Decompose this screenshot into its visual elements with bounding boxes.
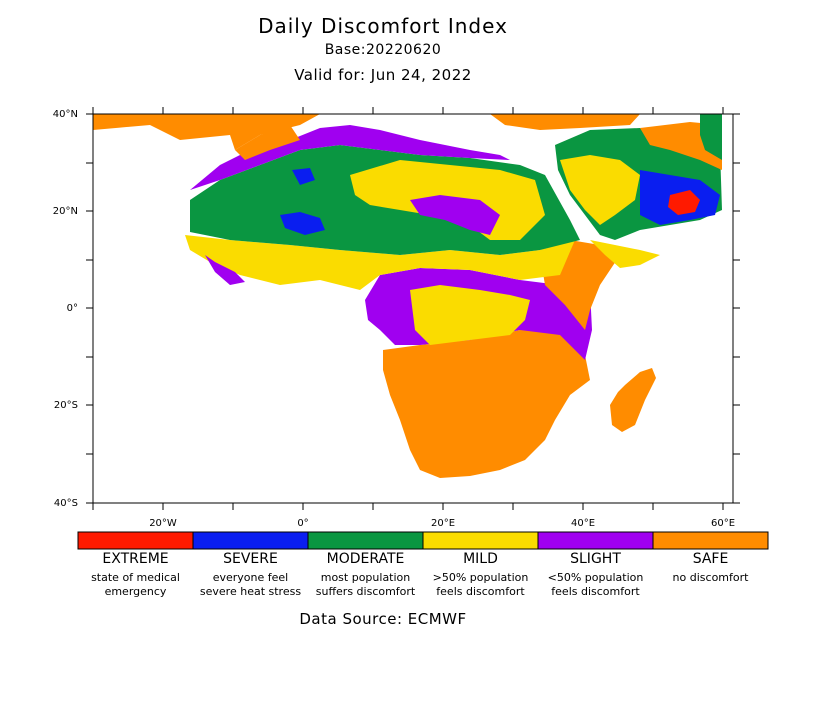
region-safe-europe (93, 114, 320, 150)
legend-description-extreme: state of medical emergency (91, 571, 180, 598)
region-mild-arabia (560, 155, 640, 225)
region-safe-europe-east (490, 114, 640, 130)
region-mild-horn (590, 240, 660, 268)
lat-axis: 40°N 20°N 0° 20°S 40°S (53, 109, 78, 509)
lat-label: 40°N (53, 109, 78, 120)
legend-swatch-slight (537, 531, 654, 550)
lon-label: 0° (297, 518, 308, 529)
map-title: Daily Discomfort Index (258, 14, 508, 38)
legend-description-mild: >50% population feels discomfort (432, 571, 529, 598)
legend-colorbar (77, 531, 769, 550)
region-safe-northcoast (190, 125, 510, 190)
axis-ticks (86, 107, 740, 510)
legend-swatch-extreme (77, 531, 194, 550)
lon-label: 20°E (431, 518, 455, 529)
legend-swatch-severe (192, 531, 309, 550)
legend-description-safe: no discomfort (672, 571, 749, 584)
base-date: Base:20220620 (324, 42, 442, 58)
region-slight-westafrica (205, 255, 245, 285)
region-slight-northafrica (410, 195, 500, 235)
region-severe-algeria (292, 168, 315, 185)
legend-label-slight: SLIGHT (570, 551, 621, 567)
valid-date: Valid for: Jun 24, 2022 (294, 66, 472, 84)
legend-swatch-safe (652, 531, 769, 550)
legend-swatch-moderate (307, 531, 424, 550)
region-moderate-iran (700, 114, 722, 160)
legend-swatch-mild (422, 531, 539, 550)
lat-label: 20°S (54, 400, 78, 411)
lat-label: 0° (67, 303, 78, 314)
legend-label-safe: SAFE (692, 551, 729, 567)
region-safe-maghreb (235, 125, 300, 160)
legend-description-severe: everyone feel severe heat stress (199, 571, 302, 598)
region-mild-central (410, 285, 530, 345)
map-area (86, 107, 740, 510)
lat-label: 20°N (53, 206, 78, 217)
legend-description-moderate: most population suffers discomfort (315, 571, 416, 598)
data-source: Data Source: ECMWF (299, 610, 467, 628)
lon-axis: 20°W 0° 20°E 40°E 60°E (149, 518, 735, 529)
legend-label-moderate: MODERATE (326, 551, 405, 567)
region-severe-mali (280, 212, 325, 235)
legend-label-severe: SEVERE (223, 551, 278, 567)
lon-label: 40°E (571, 518, 595, 529)
region-madagascar (610, 368, 656, 432)
legend-description-slight: <50% population feels discomfort (547, 571, 644, 598)
region-mild-sahel (185, 235, 575, 290)
lon-label: 60°E (711, 518, 735, 529)
legend-label-mild: MILD (463, 551, 498, 567)
region-extreme-gulf (668, 190, 700, 215)
legend-label-extreme: EXTREME (102, 551, 169, 567)
region-safe-south (383, 330, 590, 478)
lon-label: 20°W (149, 518, 177, 529)
lat-label: 40°S (54, 498, 78, 509)
